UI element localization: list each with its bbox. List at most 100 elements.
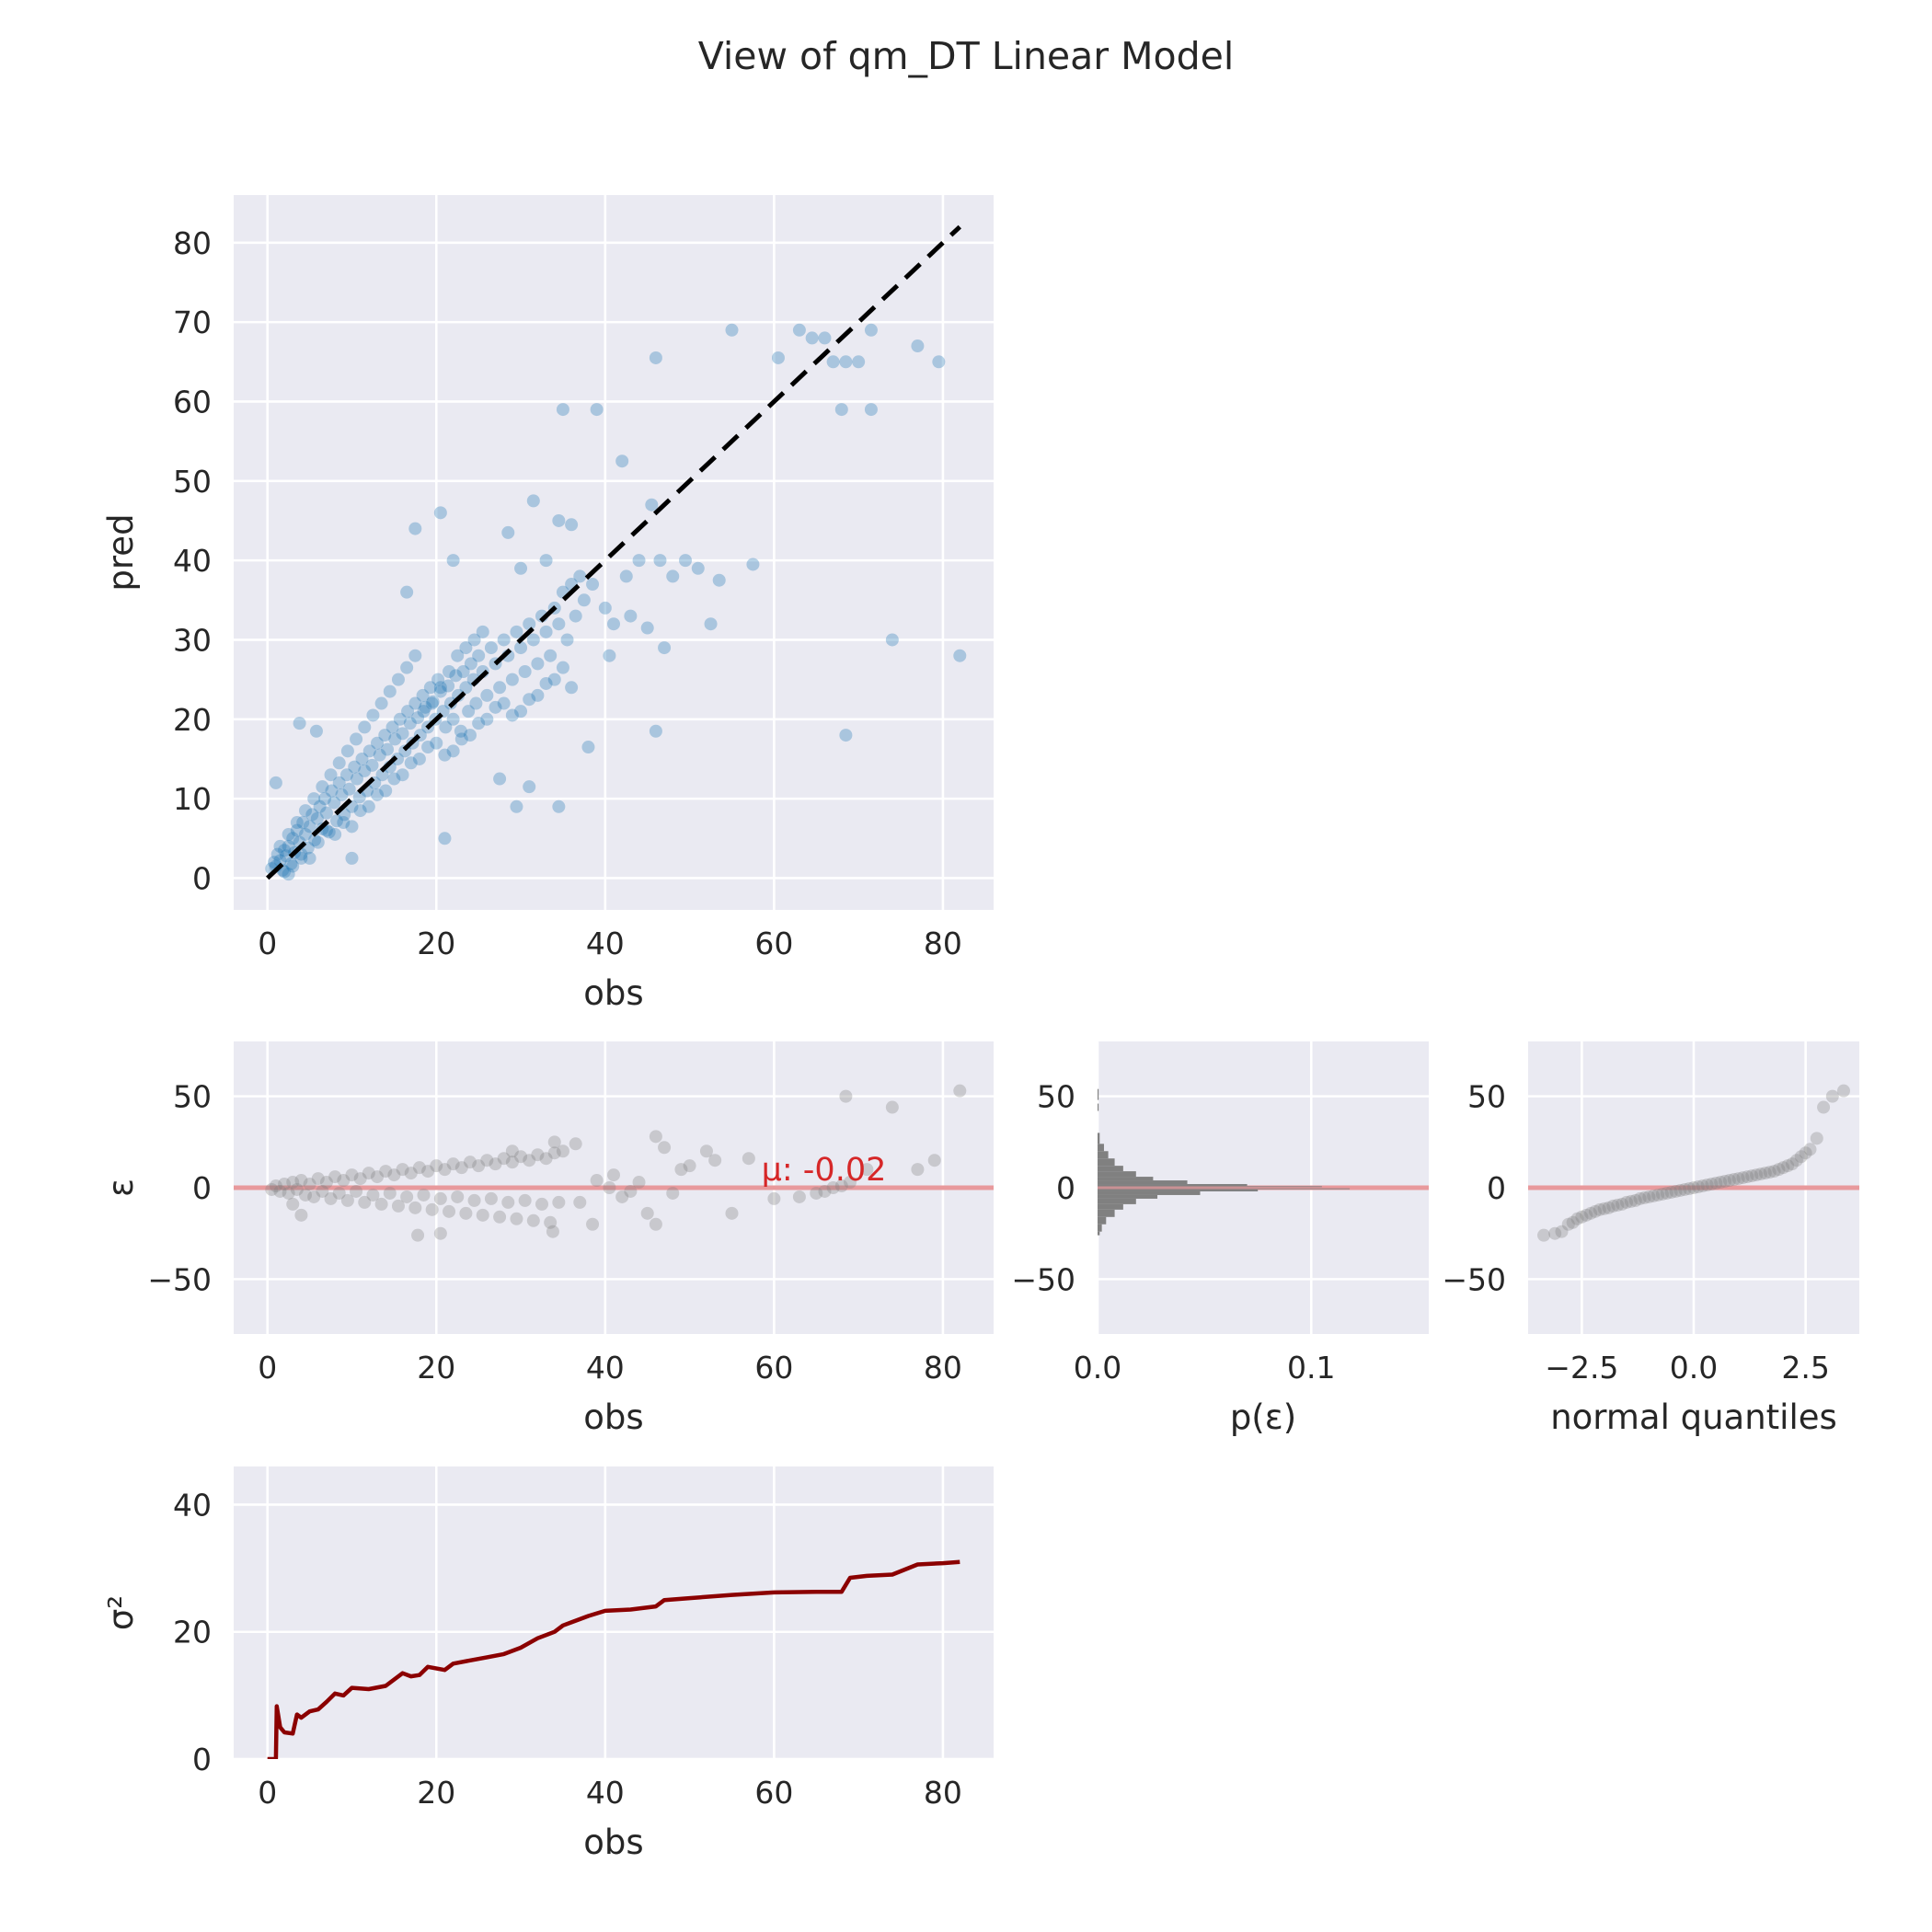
data-point <box>1736 1171 1750 1185</box>
data-point <box>839 355 853 369</box>
data-point <box>953 649 967 662</box>
data-point <box>403 717 417 730</box>
data-point <box>438 1163 452 1177</box>
data-point <box>353 804 367 818</box>
data-point <box>290 823 304 837</box>
data-point <box>704 617 718 631</box>
data-point <box>523 693 536 707</box>
data-point <box>269 776 282 789</box>
data-point <box>552 1195 566 1209</box>
data-point <box>725 323 739 337</box>
data-point <box>1799 1146 1812 1160</box>
data-point <box>590 403 604 417</box>
data-point <box>547 1135 561 1149</box>
plot-marks <box>1098 1088 1429 1236</box>
data-point <box>273 839 287 853</box>
x-tick-label: 20 <box>417 1775 455 1811</box>
histogram-bar <box>1098 1194 1158 1199</box>
data-point <box>378 729 392 742</box>
data-point <box>544 1215 558 1229</box>
data-point <box>531 688 545 702</box>
data-point <box>556 661 569 674</box>
data-point <box>340 1193 354 1207</box>
histogram-bar <box>1098 1184 1248 1187</box>
data-point <box>742 1152 755 1166</box>
data-point <box>586 1217 600 1231</box>
panel-pred-vs-obs: 0 20 40 60 80 0 10 20 30 40 50 60 70 80 obs pred <box>101 195 994 1013</box>
data-point <box>396 768 409 782</box>
data-point <box>526 494 540 508</box>
y-tick-label: −50 <box>1011 1261 1075 1297</box>
data-point <box>310 811 324 825</box>
data-point <box>462 705 476 719</box>
data-point <box>514 705 528 719</box>
data-point <box>472 717 486 730</box>
data-point <box>400 585 414 599</box>
data-point <box>505 708 519 722</box>
data-point <box>388 732 402 746</box>
data-point <box>1602 1201 1616 1214</box>
data-point <box>316 1184 329 1198</box>
data-point <box>746 558 760 571</box>
data-point <box>615 454 629 468</box>
histogram-bar <box>1098 1177 1154 1181</box>
histogram-bar <box>1098 1231 1100 1236</box>
data-point <box>1754 1167 1767 1181</box>
data-point <box>451 1190 465 1203</box>
data-point <box>443 1204 456 1218</box>
data-point <box>1750 1168 1764 1182</box>
data-point <box>411 711 425 725</box>
x-axis-label: obs <box>583 1397 643 1437</box>
data-point <box>1597 1202 1611 1215</box>
data-point <box>1678 1182 1692 1196</box>
data-point <box>649 724 662 738</box>
data-point <box>497 633 511 647</box>
data-point <box>404 1167 418 1180</box>
data-point <box>1570 1212 1584 1225</box>
x-tick-label: 80 <box>924 926 962 961</box>
data-point <box>526 1213 540 1227</box>
x-tick-label: 2.5 <box>1781 1350 1829 1386</box>
x-tick-label: −2.5 <box>1545 1350 1618 1386</box>
data-point <box>767 1191 781 1205</box>
data-point <box>355 752 369 765</box>
y-tick-label: 10 <box>173 781 212 817</box>
y-axis-label: ε <box>101 1179 141 1197</box>
data-point <box>1772 1163 1786 1177</box>
data-point <box>805 331 819 345</box>
y-tick-label: 0 <box>192 860 212 896</box>
data-point <box>843 1176 857 1190</box>
data-point <box>539 676 553 690</box>
data-point <box>1575 1210 1589 1224</box>
data-point <box>433 506 447 520</box>
data-point <box>408 696 422 710</box>
data-point <box>526 633 540 647</box>
data-point <box>1691 1180 1705 1194</box>
data-point <box>299 1188 313 1202</box>
y-tick-label: 60 <box>173 384 212 420</box>
data-point <box>319 806 333 820</box>
data-point <box>531 657 545 671</box>
data-point <box>1719 1175 1732 1189</box>
data-point <box>303 1178 316 1191</box>
data-point <box>1696 1179 1709 1193</box>
data-point <box>374 1197 388 1211</box>
data-point <box>552 799 566 813</box>
data-point <box>362 1167 375 1180</box>
data-point <box>539 554 553 568</box>
data-point <box>565 681 579 695</box>
data-point <box>607 1168 620 1182</box>
y-axis-label: pred <box>101 513 141 591</box>
x-tick-label: 60 <box>754 926 793 961</box>
y-tick-label: 0 <box>192 1742 212 1777</box>
data-point <box>1642 1190 1656 1203</box>
data-point <box>514 561 528 575</box>
data-point <box>1669 1184 1683 1198</box>
data-point <box>433 1226 447 1240</box>
data-point <box>265 1182 279 1196</box>
data-point <box>446 1157 460 1171</box>
data-point <box>294 1208 308 1222</box>
data-point <box>421 1165 435 1179</box>
data-point <box>1817 1100 1831 1114</box>
data-point <box>683 1159 696 1173</box>
